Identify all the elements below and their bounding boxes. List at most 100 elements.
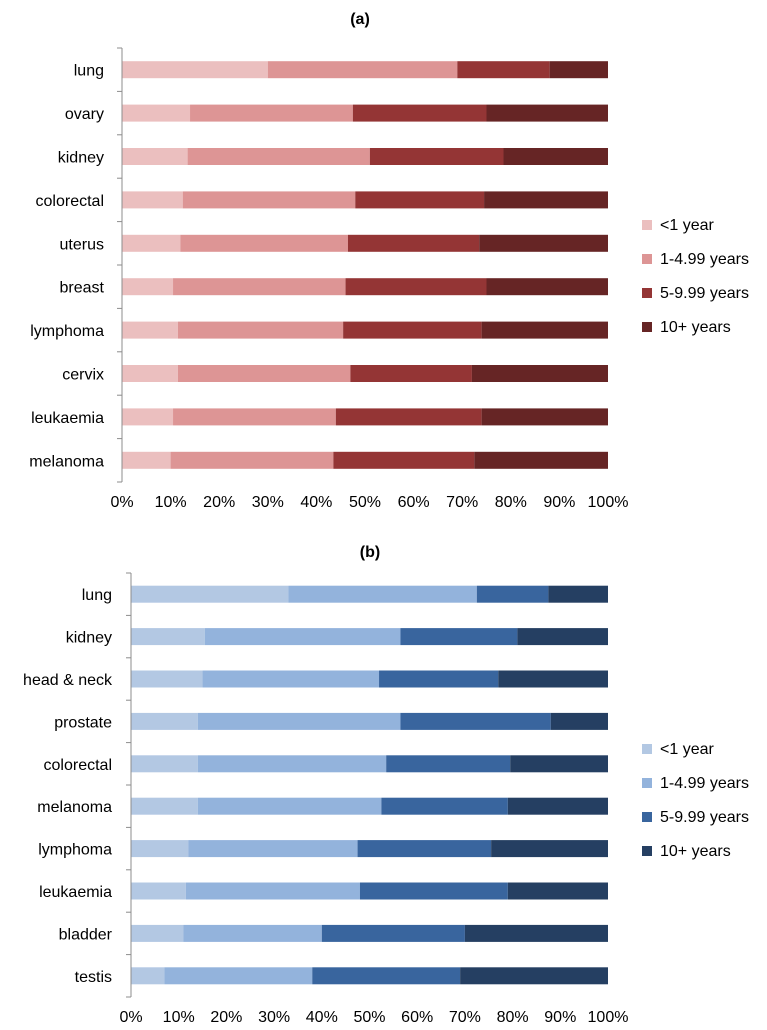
bar-segment (122, 104, 191, 122)
bar-segment (321, 924, 465, 942)
legend-swatch (642, 220, 652, 230)
bar-segment (517, 628, 608, 646)
bar-segment (507, 797, 608, 815)
bar-segment (333, 451, 475, 469)
tick-labels: 0% 10% 20% 30% 40% 50% 60% 70% 80% 90% 100% (110, 494, 628, 511)
bar-segment (350, 365, 472, 382)
bar-segment (510, 755, 608, 773)
legend-swatch (642, 744, 652, 754)
bar-segment (491, 840, 608, 858)
category-label: leukaemia (39, 884, 112, 901)
category-label: breast (60, 280, 105, 297)
bar-segment (335, 408, 482, 426)
bar-segment (183, 924, 322, 942)
bar-segment (484, 191, 608, 209)
bar-segment (173, 278, 346, 296)
legend-label: 1-4.99 years (660, 251, 749, 268)
bar-segment (170, 451, 334, 469)
bar-segment (122, 451, 171, 469)
category-label: lung (82, 587, 112, 604)
bar-segment (481, 408, 608, 426)
legend-swatch (642, 846, 652, 856)
category-label: melanoma (37, 799, 112, 816)
bar-segment (122, 321, 178, 339)
legend: <1 year 1-4.99 years 5-9.99 years 10+ years (642, 741, 749, 860)
x-tick-label: 60% (398, 494, 430, 511)
bar-segment (173, 408, 336, 426)
category-label: melanoma (29, 453, 104, 470)
bar-segment (131, 924, 184, 942)
category-labels: lung kidney head & neck prostate colorectal m… (23, 587, 113, 986)
bar-segment (187, 148, 370, 165)
legend-label: <1 year (660, 741, 714, 758)
x-tick-label: 60% (401, 1009, 433, 1026)
category-label: kidney (66, 630, 112, 647)
category-label: lymphoma (30, 323, 104, 340)
axis (117, 47, 123, 483)
category-labels: lung ovary kidney colorectal uterus breast lym… (29, 63, 104, 471)
x-tick-label: 20% (203, 494, 235, 511)
chart-title: (a) (350, 11, 370, 28)
x-tick-label: 40% (300, 494, 332, 511)
bar-segment (548, 585, 608, 603)
bar-segment (197, 797, 382, 815)
category-label: colorectal (36, 193, 104, 210)
chart-title: (b) (360, 544, 380, 561)
legend: <1 year 1-4.99 years 5-9.99 years 10+ years (642, 217, 749, 336)
bar-segment (460, 967, 608, 985)
bar-segment (550, 712, 608, 730)
bar-segment (359, 882, 508, 900)
x-tick-label: 100% (588, 494, 629, 511)
bar-segment (131, 967, 165, 985)
bar-segment (400, 628, 518, 646)
axis (126, 572, 132, 998)
bar-segment (131, 628, 205, 646)
bar-segment (177, 365, 351, 382)
bar-segment (185, 882, 360, 900)
category-label: cervix (62, 367, 104, 384)
category-label: testis (75, 969, 112, 986)
bar-segment (352, 104, 487, 122)
bar-segment (188, 840, 358, 858)
bar-segment (122, 148, 188, 165)
chart-a: (a) lung ovary kidney colorectal uterus breas… (29, 11, 749, 511)
bar-segment (131, 585, 289, 603)
bar-segment (503, 148, 608, 165)
category-label: uterus (60, 236, 104, 253)
bar-segment (197, 712, 401, 730)
x-tick-label: 20% (210, 1009, 242, 1026)
bar-segment (357, 840, 492, 858)
bar-segment (457, 61, 550, 79)
bar-segment (312, 967, 461, 985)
category-label: leukaemia (31, 410, 104, 427)
bar-segment (343, 321, 482, 339)
tick-labels: 0% 10% 20% 30% 40% 50% 60% 70% 80% 90% 100% (119, 1009, 628, 1026)
x-tick-label: 50% (353, 1009, 385, 1026)
x-tick-label: 70% (449, 1009, 481, 1026)
bar-segment (202, 670, 380, 688)
bar-segment (355, 191, 485, 209)
legend-label: <1 year (660, 217, 714, 234)
bar-segment (476, 585, 549, 603)
bar-segment (131, 840, 189, 858)
bar-segment (190, 104, 353, 122)
bar-segment (131, 797, 198, 815)
bar-segment (177, 321, 344, 339)
bar-segment (507, 882, 608, 900)
bar-segment (549, 61, 608, 79)
bar-segment (479, 234, 608, 252)
x-tick-label: 40% (306, 1009, 338, 1026)
bar-segment (182, 191, 356, 209)
legend-label: 5-9.99 years (660, 809, 749, 826)
legend-swatch (642, 322, 652, 332)
legend-swatch (642, 812, 652, 822)
x-tick-label: 70% (446, 494, 478, 511)
x-tick-label: 0% (119, 1009, 142, 1026)
bar-segment (122, 408, 174, 426)
bar-segment (180, 234, 348, 252)
bars (131, 585, 608, 985)
bar-segment (164, 967, 313, 985)
bar-segment (347, 234, 480, 252)
bar-segment (345, 278, 487, 296)
x-tick-label: 80% (497, 1009, 529, 1026)
